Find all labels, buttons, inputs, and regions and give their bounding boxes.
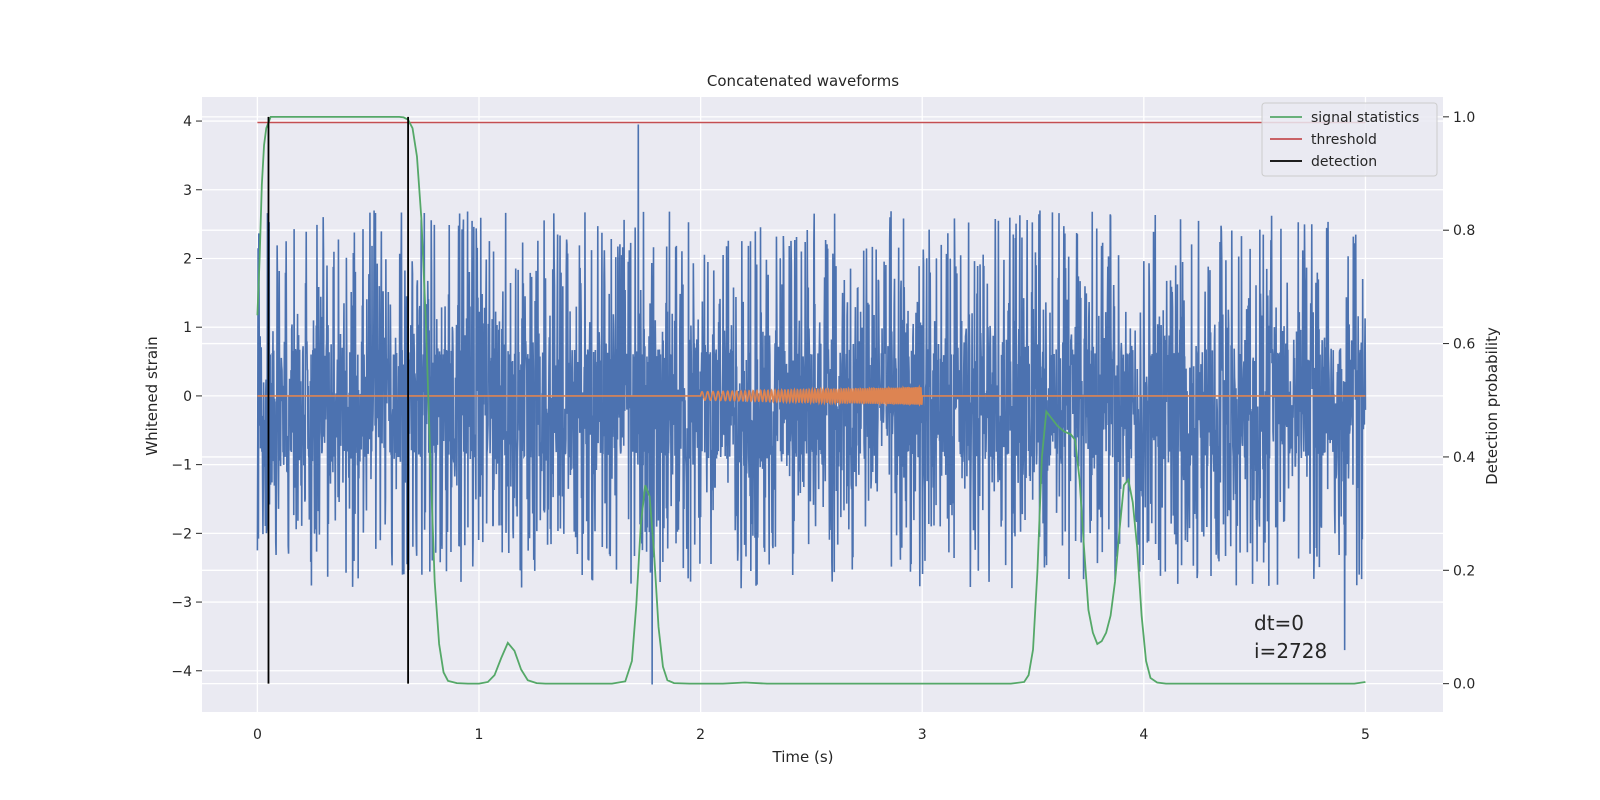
y-left-tick-label: 1 bbox=[183, 320, 192, 336]
y-right-tick-label: 0.6 bbox=[1453, 337, 1475, 353]
y-left-tick-label: 2 bbox=[183, 251, 192, 267]
y-left-tick-labels: −4 −3 −2 −1 0 1 2 3 4 bbox=[171, 114, 202, 680]
x-tick-label: 4 bbox=[1139, 727, 1148, 743]
x-tick-label: 3 bbox=[918, 727, 927, 743]
x-tick-labels: 0 1 2 3 4 5 bbox=[253, 727, 1370, 743]
series-detection bbox=[267, 116, 409, 684]
annotation-dt: dt=0 bbox=[1254, 611, 1304, 635]
legend-label-signal-statistics: signal statistics bbox=[1311, 110, 1419, 126]
y-left-tick-label: 3 bbox=[183, 183, 192, 199]
chart-title: Concatenated waveforms bbox=[707, 72, 899, 90]
series-whitened-strain bbox=[256, 124, 1367, 685]
legend-box bbox=[1261, 102, 1438, 177]
y-right-tick-label: 1.0 bbox=[1453, 110, 1475, 126]
annotation-index: i=2728 bbox=[1254, 639, 1327, 663]
legend-label-threshold: threshold bbox=[1311, 132, 1377, 148]
x-tick-label: 0 bbox=[253, 727, 262, 743]
y-left-tick-label: −2 bbox=[171, 526, 192, 542]
legend-label-detection: detection bbox=[1311, 154, 1377, 170]
y-left-tick-label: 4 bbox=[183, 114, 192, 130]
y-left-tick-label: −4 bbox=[171, 664, 192, 680]
x-tick-label: 5 bbox=[1361, 727, 1370, 743]
y-right-axis-label: Detection probability bbox=[1483, 327, 1501, 485]
x-tick-label: 2 bbox=[696, 727, 705, 743]
y-right-tick-labels: 0.0 0.2 0.4 0.6 0.8 1.0 bbox=[1443, 110, 1475, 693]
y-left-tick-label: −3 bbox=[171, 595, 192, 611]
y-right-tick-label: 0.2 bbox=[1453, 563, 1475, 579]
y-right-tick-label: 0.8 bbox=[1453, 223, 1475, 239]
series-signal-statistics bbox=[256, 115, 1366, 685]
series-injected-waveform bbox=[257, 384, 1366, 407]
y-left-tick-label: 0 bbox=[183, 389, 192, 405]
y-left-tick-label: −1 bbox=[171, 458, 192, 474]
y-right-tick-label: 0.4 bbox=[1453, 450, 1475, 466]
y-left-axis-label: Whitened strain bbox=[143, 336, 161, 455]
y-right-tick-label: 0.0 bbox=[1453, 677, 1475, 693]
legend: signal statistics threshold detection bbox=[1261, 102, 1438, 177]
x-tick-label: 1 bbox=[475, 727, 484, 743]
x-axis-label: Time (s) bbox=[772, 748, 834, 766]
